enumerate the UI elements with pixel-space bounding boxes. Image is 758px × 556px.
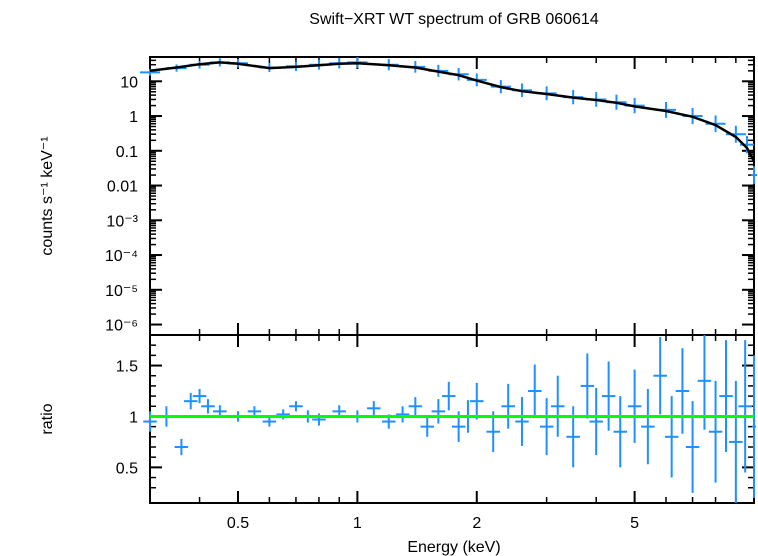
- ratio-y-tick-label: 1: [129, 409, 138, 426]
- y-tick-label: 10⁻⁶: [105, 318, 138, 335]
- spectrum-y-tick-labels: 10 1 0.1 0.01 10⁻³ 10⁻⁴ 10⁻⁵ 10⁻⁶: [105, 74, 139, 334]
- x-tick-label: 5: [630, 515, 639, 532]
- y-axis-label-spectrum: counts s⁻¹ keV⁻¹: [39, 136, 56, 255]
- ratio-y-tick-labels: 1.5 1 0.5: [116, 359, 138, 478]
- spectrum-data-points: [139, 56, 757, 184]
- chart-title: Swift−XRT WT spectrum of GRB 060614: [309, 11, 599, 28]
- y-tick-label: 10⁻³: [106, 213, 138, 230]
- spectrum-axis-ticks: [149, 57, 754, 335]
- y-tick-label: 0.01: [107, 179, 138, 196]
- x-tick-label: 2: [472, 515, 481, 532]
- ratio-frame: [149, 334, 755, 504]
- spectrum-frame: [149, 56, 755, 336]
- spectrum-panel: 10 1 0.1 0.01 10⁻³ 10⁻⁴ 10⁻⁵ 10⁻⁶: [105, 56, 757, 336]
- ratio-y-tick-label: 0.5: [116, 460, 138, 477]
- ratio-axis-ticks: [149, 335, 754, 503]
- y-axis-label-spectrum-text: counts s⁻¹ keV⁻¹: [39, 136, 56, 255]
- y-tick-label: 10: [120, 74, 138, 91]
- x-axis-label: Energy (keV): [407, 539, 500, 556]
- ratio-panel: 1.5 1 0.5: [116, 334, 756, 504]
- y-tick-label: 10⁻⁴: [105, 248, 138, 265]
- x-tick-label: 1: [353, 515, 362, 532]
- y-tick-label: 10⁻⁵: [105, 283, 138, 300]
- x-tick-labels: 0.5 1 2 5: [227, 515, 639, 532]
- y-tick-label: 0.1: [116, 144, 138, 161]
- y-tick-label: 1: [129, 109, 138, 126]
- spectrum-model-line: [149, 61, 756, 162]
- ratio-y-tick-label: 1.5: [116, 359, 138, 376]
- y-axis-label-ratio: ratio: [39, 403, 56, 434]
- ratio-data-points: [143, 335, 756, 503]
- x-tick-label: 0.5: [227, 515, 249, 532]
